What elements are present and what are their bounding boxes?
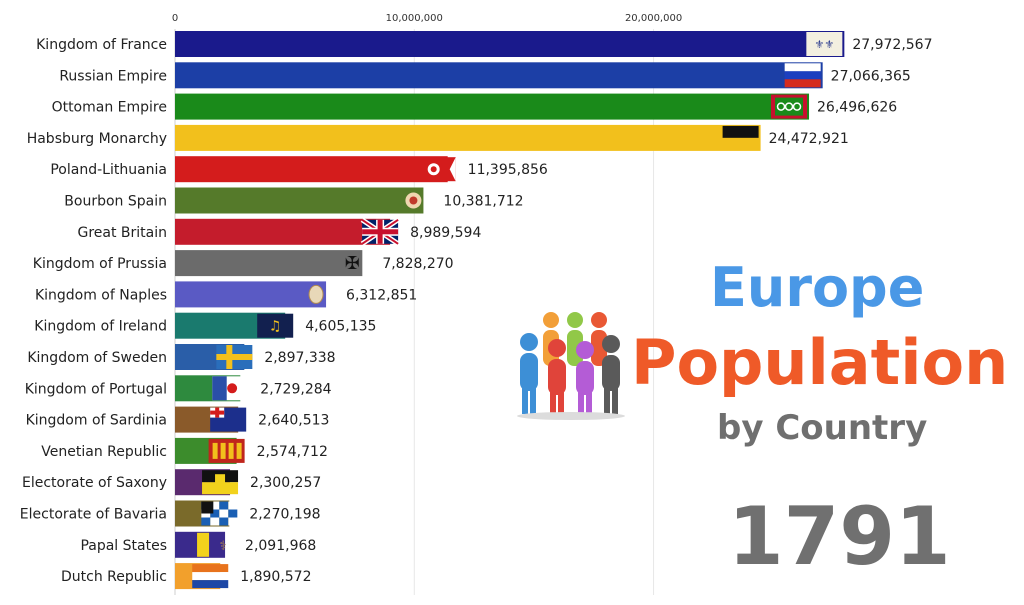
value-label: 2,300,257 — [250, 475, 321, 491]
sardinia-flag-icon — [210, 407, 247, 432]
value-label: 2,729,284 — [260, 381, 331, 397]
value-label: 11,395,856 — [468, 162, 548, 178]
papal-states-flag-icon: ⚕ — [197, 532, 227, 557]
bar — [175, 31, 845, 57]
category-label: Dutch Republic — [61, 569, 167, 585]
bar-row: Poland-Lithuania 11,395,856 — [50, 156, 548, 183]
bars-layer: Kingdom of France ⚜⚜ 27,972,567 Russian Emp… — [20, 31, 933, 590]
bar-row: Papal States ⚕ 2,091,968 — [80, 531, 316, 558]
year-label: 1791 — [728, 490, 951, 583]
value-label: 2,897,338 — [264, 350, 335, 366]
bar-row: Kingdom of Naples 6,312,851 — [35, 281, 417, 308]
bar-row: Bourbon Spain 10,381,712 — [64, 187, 524, 214]
category-label: Electorate of Bavaria — [20, 507, 167, 523]
bar — [175, 250, 363, 277]
bar-row: Electorate of Saxony 2,300,257 — [22, 469, 321, 496]
category-label: Kingdom of France — [36, 37, 167, 53]
bavaria-flag-icon — [201, 501, 238, 526]
category-label: Kingdom of Sardinia — [26, 413, 167, 429]
category-label: Ottoman Empire — [52, 100, 167, 116]
x-tick-label: 10,000,000 — [386, 13, 443, 24]
bar — [175, 93, 810, 120]
x-tick-label: 0 — [172, 13, 178, 24]
bar-row: Venetian Republic 2,574,712 — [41, 437, 328, 464]
value-label: 2,270,198 — [249, 507, 320, 523]
bar-row: Electorate of Bavaria 2,270,198 — [20, 500, 321, 527]
value-label: 10,381,712 — [443, 194, 523, 210]
value-label: 1,890,572 — [240, 569, 311, 585]
portugal-flag-icon — [212, 376, 249, 401]
bar-row: Kingdom of Prussia ✠ 7,828,270 — [33, 250, 454, 277]
venice-flag-icon — [208, 438, 245, 463]
bar-row: Kingdom of France ⚜⚜ 27,972,567 — [36, 31, 933, 57]
people-group-icon — [517, 312, 625, 420]
category-label: Kingdom of Prussia — [33, 256, 167, 272]
bar-row: Great Britain 8,989,594 — [77, 217, 481, 246]
x-axis-ticks: 0 10,000,000 20,000,000 — [172, 13, 682, 24]
category-label: Kingdom of Portugal — [25, 381, 167, 397]
title-by-country: by Country — [717, 408, 928, 448]
category-label: Electorate of Saxony — [22, 475, 167, 491]
value-label: 2,640,513 — [258, 413, 329, 429]
bar — [175, 281, 327, 308]
category-label: Russian Empire — [59, 68, 167, 84]
ireland-harp-flag-icon: ♫ — [257, 313, 294, 338]
title-europe: Europe — [710, 256, 925, 319]
category-label: Poland-Lithuania — [50, 162, 167, 178]
svg-text:✠: ✠ — [345, 253, 360, 274]
title-block: Europe Population by Country — [515, 248, 1020, 448]
value-label: 2,091,968 — [245, 538, 316, 554]
spain-coat-of-arms-icon — [405, 192, 422, 209]
bar — [175, 62, 823, 89]
sweden-flag-icon — [216, 345, 253, 369]
france-royal-flag-icon: ⚜⚜ — [806, 32, 843, 56]
ottoman-flag-icon — [771, 94, 808, 119]
value-label: 7,828,270 — [382, 256, 453, 272]
poland-lithuania-flag-icon — [419, 157, 456, 182]
russia-flag-icon — [784, 63, 821, 88]
bar — [175, 156, 448, 183]
saxony-flag-icon — [202, 470, 239, 495]
bar — [175, 124, 761, 151]
value-label: 4,605,135 — [305, 319, 376, 335]
union-jack-icon — [360, 217, 400, 246]
svg-text:⚕: ⚕ — [220, 539, 227, 554]
bar — [175, 187, 424, 214]
x-tick-label: 20,000,000 — [625, 13, 682, 24]
bar-row: Kingdom of Portugal 2,729,284 — [25, 375, 332, 402]
category-label: Habsburg Monarchy — [27, 131, 167, 147]
bar-row: Dutch Republic 1,890,572 — [61, 563, 312, 590]
category-label: Papal States — [80, 538, 167, 554]
title-population: Population — [631, 326, 1009, 399]
category-label: Kingdom of Naples — [35, 287, 167, 303]
value-label: 27,972,567 — [852, 37, 932, 53]
category-label: Great Britain — [77, 225, 167, 241]
bar-row: Russian Empire 27,066,365 — [59, 62, 911, 89]
category-label: Kingdom of Sweden — [27, 350, 167, 366]
prussia-eagle-icon: ✠ — [345, 253, 360, 274]
dutch-flag-icon — [192, 564, 229, 589]
bar-row: Kingdom of Sweden 2,897,338 — [27, 344, 336, 370]
category-label: Venetian Republic — [41, 444, 167, 460]
value-label: 27,066,365 — [831, 68, 911, 84]
category-label: Kingdom of Ireland — [34, 319, 167, 335]
habsburg-flag-icon — [722, 125, 759, 150]
bar-row: Kingdom of Ireland ♫ 4,605,135 — [34, 312, 376, 339]
category-label: Bourbon Spain — [64, 194, 167, 210]
svg-text:♫: ♫ — [269, 319, 282, 335]
value-label: 26,496,626 — [817, 100, 897, 116]
bar-row: Habsburg Monarchy 24,472,921 — [27, 124, 849, 151]
value-label: 2,574,712 — [257, 444, 328, 460]
naples-coat-of-arms-icon — [308, 284, 324, 304]
bar-row: Ottoman Empire 26,496,626 — [52, 93, 897, 120]
value-label: 6,312,851 — [346, 287, 417, 303]
value-label: 8,989,594 — [410, 225, 481, 241]
svg-text:⚜⚜: ⚜⚜ — [814, 38, 834, 51]
value-label: 24,472,921 — [769, 131, 849, 147]
bar-row: Kingdom of Sardinia 2,640,513 — [26, 406, 329, 433]
bar — [175, 218, 391, 245]
